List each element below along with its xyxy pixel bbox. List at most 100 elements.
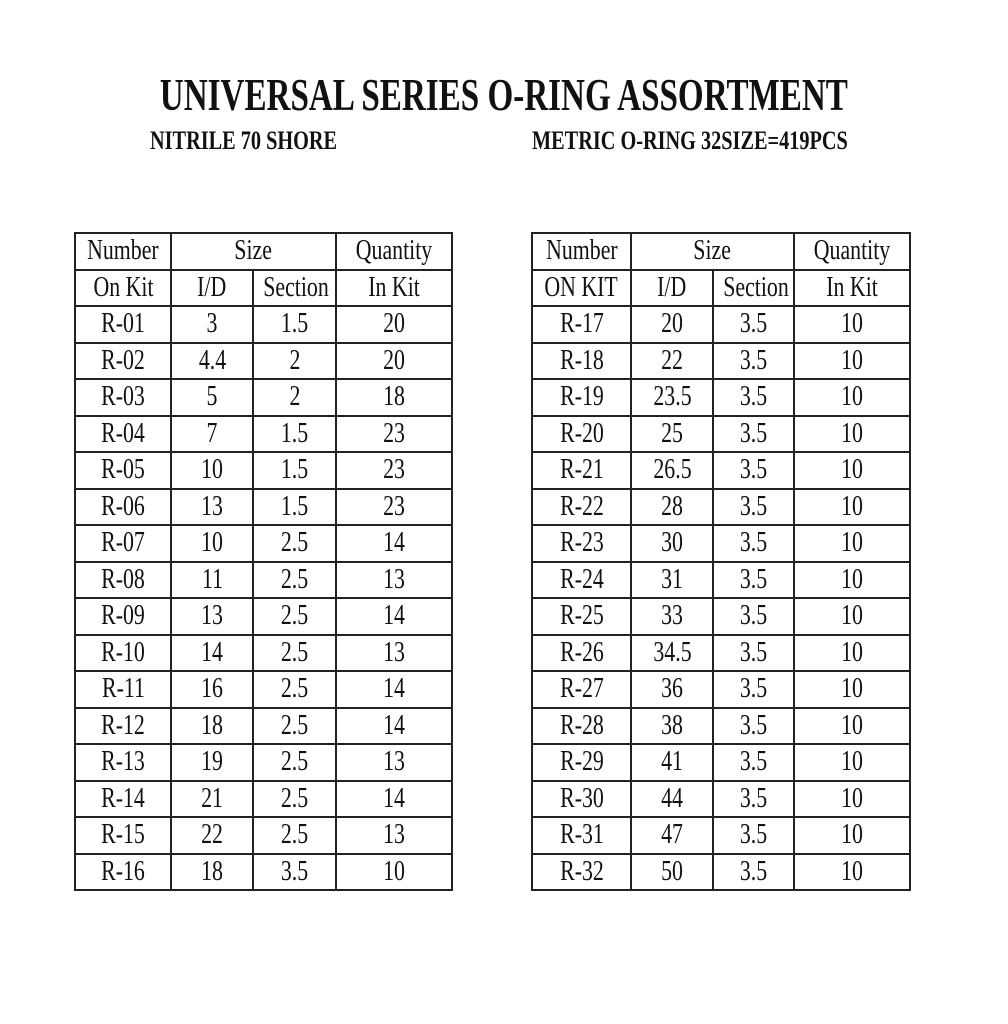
cell-quantity: 20: [335, 341, 453, 380]
cell-number-text: R-11: [101, 673, 145, 705]
table-row: R-23 30 3.5 10: [531, 524, 911, 563]
cell-id: 3: [170, 305, 254, 344]
subtitle-material-text: NITRILE 70 SHORE: [150, 126, 338, 155]
cell-id: 41: [630, 743, 714, 782]
cell-section: 3.5: [712, 597, 795, 636]
cell-id-text: 14: [201, 636, 223, 668]
cell-id: 19: [170, 743, 254, 782]
table-row: R-16 18 3.5 10: [74, 852, 453, 891]
table-row: R-26 34.5 3.5 10: [531, 633, 911, 672]
table-row: R-18 22 3.5 10: [531, 341, 911, 380]
header-quantity-text: Quantity: [355, 235, 433, 267]
cell-id-text: 47: [661, 819, 683, 851]
cell-section-text: 2.5: [280, 746, 309, 778]
cell-quantity-text: 10: [841, 527, 863, 559]
cell-number-text: R-31: [559, 819, 604, 851]
cell-section-text: 1.5: [280, 417, 309, 449]
cell-quantity: 13: [335, 816, 453, 855]
table-row: R-02 4.4 2 20: [74, 341, 453, 380]
cell-id-text: 5: [206, 381, 218, 413]
cell-quantity: 10: [793, 670, 911, 709]
table-row: R-04 7 1.5 23: [74, 414, 453, 453]
cell-section-text: 3.5: [739, 417, 768, 449]
cell-id-text: 13: [201, 600, 223, 632]
cell-quantity-text: 10: [841, 600, 863, 632]
cell-id: 10: [170, 451, 254, 490]
header-size: Size: [170, 232, 337, 271]
cell-id-text: 7: [206, 417, 218, 449]
cell-number-text: R-20: [559, 417, 604, 449]
cell-id-text: 41: [661, 746, 683, 778]
cell-id: 38: [630, 706, 714, 745]
cell-quantity: 10: [793, 816, 911, 855]
table-row: R-13 19 2.5 13: [74, 743, 453, 782]
cell-id-text: 38: [661, 709, 683, 741]
table-row: R-15 22 2.5 13: [74, 816, 453, 855]
cell-quantity-text: 14: [383, 527, 405, 559]
header-size-text: Size: [693, 235, 732, 267]
header-size-text: Size: [234, 235, 273, 267]
table-row: R-12 18 2.5 14: [74, 706, 453, 745]
cell-number-text: R-21: [559, 454, 604, 486]
cell-number-text: R-27: [559, 673, 604, 705]
cell-number: R-18: [531, 341, 632, 380]
cell-id-text: 33: [661, 600, 683, 632]
cell-section: 3.5: [712, 560, 795, 599]
cell-quantity-text: 13: [383, 819, 405, 851]
cell-id-text: 28: [661, 490, 683, 522]
cell-section: 3.5: [712, 816, 795, 855]
cell-section-text: 2.5: [280, 636, 309, 668]
cell-quantity: 14: [335, 670, 453, 709]
cell-quantity-text: 10: [841, 563, 863, 595]
cell-section: 3.5: [712, 487, 795, 526]
table-row: R-31 47 3.5 10: [531, 816, 911, 855]
header-number: Number: [531, 232, 632, 271]
cell-id: 28: [630, 487, 714, 526]
cell-number: R-26: [531, 633, 632, 672]
cell-section-text: 3.5: [739, 819, 768, 851]
table-row: R-20 25 3.5 10: [531, 414, 911, 453]
cell-id-text: 22: [661, 344, 683, 376]
cell-number-text: R-19: [559, 381, 604, 413]
cell-id: 31: [630, 560, 714, 599]
cell-section-text: 2.5: [280, 673, 309, 705]
table-row: R-10 14 2.5 13: [74, 633, 453, 672]
cell-number-text: R-05: [101, 454, 145, 486]
cell-number: R-19: [531, 378, 632, 417]
cell-id-text: 18: [201, 855, 223, 887]
cell-section: 1.5: [252, 414, 337, 453]
cell-section: 2.5: [252, 779, 337, 818]
cell-id: 11: [170, 560, 254, 599]
cell-id: 4.4: [170, 341, 254, 380]
cell-section: 3.5: [712, 779, 795, 818]
cell-id: 23.5: [630, 378, 714, 417]
cell-id: 30: [630, 524, 714, 563]
cell-section-text: 2.5: [280, 563, 309, 595]
table-row: R-07 10 2.5 14: [74, 524, 453, 563]
cell-number: R-13: [74, 743, 172, 782]
cell-number-text: R-12: [101, 709, 145, 741]
cell-id: 13: [170, 597, 254, 636]
cell-quantity-text: 23: [383, 417, 405, 449]
cell-section: 3.5: [712, 414, 795, 453]
cell-quantity: 18: [335, 378, 453, 417]
cell-number-text: R-09: [101, 600, 145, 632]
cell-quantity: 10: [793, 451, 911, 490]
cell-quantity-text: 23: [383, 454, 405, 486]
cell-quantity: 10: [793, 852, 911, 891]
cell-id: 20: [630, 305, 714, 344]
header-number-text: Number: [87, 235, 159, 267]
cell-quantity: 10: [793, 597, 911, 636]
cell-section: 2: [252, 341, 337, 380]
cell-id-text: 13: [201, 490, 223, 522]
cell-number: R-06: [74, 487, 172, 526]
cell-number-text: R-24: [559, 563, 604, 595]
cell-quantity: 13: [335, 633, 453, 672]
cell-quantity: 10: [793, 524, 911, 563]
cell-id: 21: [170, 779, 254, 818]
cell-number: R-04: [74, 414, 172, 453]
cell-section-text: 2.5: [280, 782, 309, 814]
cell-quantity: 10: [793, 560, 911, 599]
table-row: R-08 11 2.5 13: [74, 560, 453, 599]
header-on-kit: On Kit: [74, 268, 172, 307]
